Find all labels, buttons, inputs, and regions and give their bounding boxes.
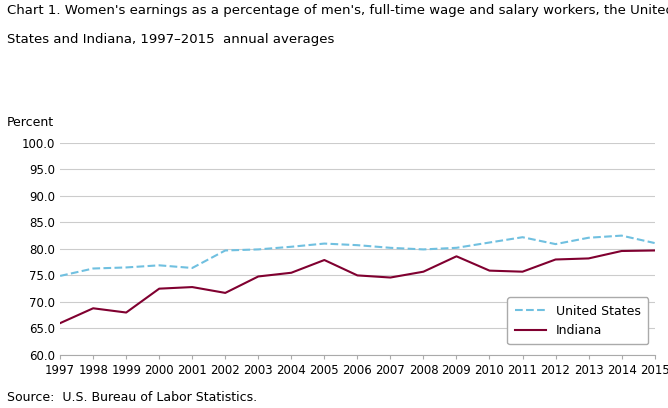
Text: Chart 1. Women's earnings as a percentage of men's, full-time wage and salary wo: Chart 1. Women's earnings as a percentag… [7, 4, 668, 17]
United States [386, 245, 394, 250]
Indiana [618, 248, 626, 253]
Text: States and Indiana, 1997–2015  annual averages: States and Indiana, 1997–2015 annual ave… [7, 33, 334, 46]
Indiana [221, 290, 229, 295]
United States [353, 243, 361, 248]
Text: Source:  U.S. Bureau of Labor Statistics.: Source: U.S. Bureau of Labor Statistics. [7, 391, 257, 404]
Indiana [420, 269, 428, 274]
United States [255, 247, 263, 252]
United States [221, 248, 229, 253]
United States [552, 242, 560, 246]
Indiana [155, 286, 163, 291]
United States [518, 235, 526, 239]
Indiana [287, 270, 295, 275]
Indiana [56, 321, 64, 326]
Indiana [518, 269, 526, 274]
United States [452, 245, 460, 250]
Indiana [122, 310, 130, 315]
Indiana [255, 274, 263, 279]
Indiana [486, 268, 494, 273]
Indiana [353, 273, 361, 278]
Line: Indiana: Indiana [60, 251, 655, 323]
Line: United States: United States [60, 235, 655, 276]
United States [155, 263, 163, 268]
United States [420, 247, 428, 252]
Legend: United States, Indiana: United States, Indiana [507, 297, 649, 344]
United States [618, 233, 626, 238]
United States [122, 265, 130, 270]
Indiana [584, 256, 593, 261]
United States [188, 266, 196, 271]
United States [89, 266, 97, 271]
Indiana [321, 257, 329, 262]
Text: Percent: Percent [7, 115, 54, 129]
United States [584, 235, 593, 240]
Indiana [89, 306, 97, 311]
United States [56, 273, 64, 278]
Indiana [552, 257, 560, 262]
United States [287, 244, 295, 249]
Indiana [452, 254, 460, 259]
United States [486, 240, 494, 245]
United States [651, 241, 659, 246]
United States [321, 241, 329, 246]
Indiana [651, 248, 659, 253]
Indiana [386, 275, 394, 280]
Indiana [188, 285, 196, 290]
